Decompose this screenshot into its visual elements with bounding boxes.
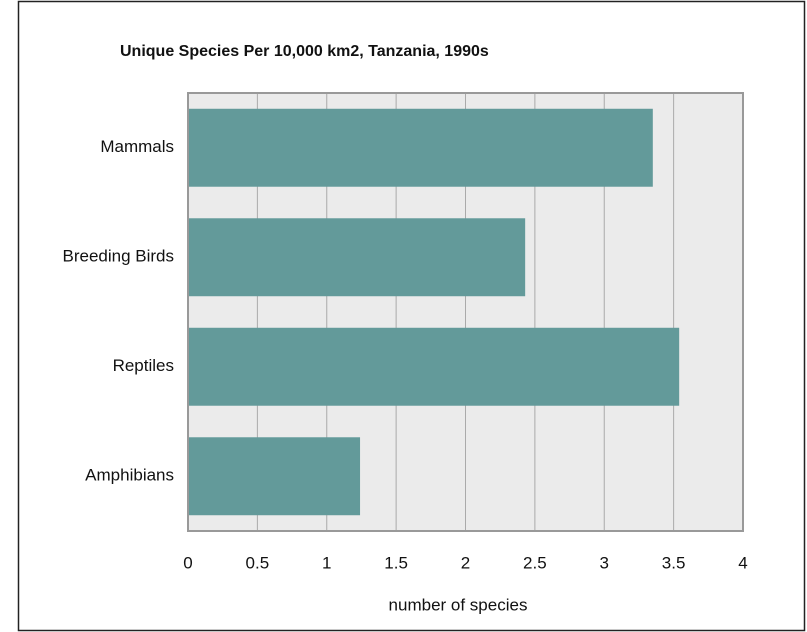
x-tick-label: 4 [738, 553, 747, 572]
x-tick-label: 1.5 [384, 553, 408, 572]
x-tick-label: 0.5 [246, 553, 270, 572]
bar [188, 327, 680, 406]
y-tick-label: Reptiles [113, 356, 174, 375]
x-tick-label: 2.5 [523, 553, 547, 572]
y-tick-label: Breeding Birds [62, 247, 174, 266]
x-tick-label: 2 [461, 553, 470, 572]
bar [188, 437, 361, 516]
chart-title: Unique Species Per 10,000 km2, Tanzania,… [120, 43, 489, 60]
y-tick-label: Mammals [100, 137, 174, 156]
x-tick-label: 0 [183, 553, 192, 572]
bar [188, 108, 653, 187]
x-tick-label: 1 [322, 553, 331, 572]
plot-border [187, 92, 744, 532]
bar [188, 218, 526, 297]
x-axis-label: number of species [389, 595, 528, 614]
x-tick-label: 3 [600, 553, 609, 572]
y-tick-label: Amphibians [85, 466, 174, 485]
x-tick-label: 3.5 [662, 553, 686, 572]
